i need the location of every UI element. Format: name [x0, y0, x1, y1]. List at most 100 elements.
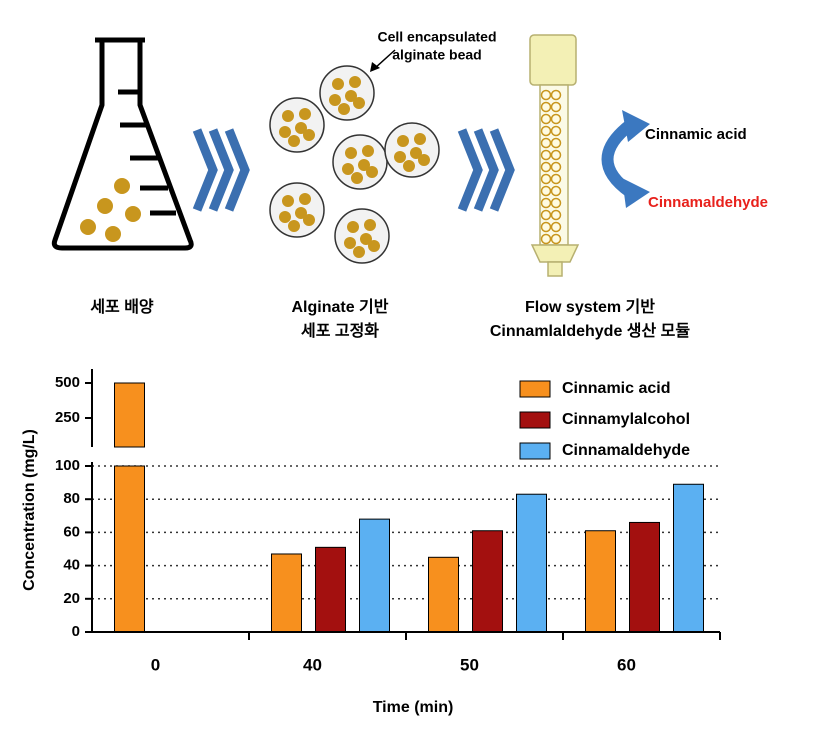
- pointer-head: [370, 62, 380, 72]
- cell: [418, 154, 430, 166]
- column-bead: [550, 221, 562, 233]
- beads: [269, 65, 440, 264]
- flask: [51, 37, 194, 251]
- cell: [342, 163, 354, 175]
- cell: [353, 97, 365, 109]
- column-bead: [550, 149, 562, 161]
- x-tick-label: 60: [617, 655, 636, 674]
- cell: [410, 147, 422, 159]
- input-label: Cinnamic acid: [645, 126, 747, 143]
- column-bead: [540, 209, 552, 221]
- chevrons: [192, 128, 250, 212]
- y-tick-label: 100: [55, 457, 80, 474]
- cell: [397, 135, 409, 147]
- x-tick-label: 50: [460, 655, 479, 674]
- column-bead: [550, 233, 562, 245]
- x-tick-label: 40: [303, 655, 322, 674]
- bar: [114, 465, 145, 633]
- bar-chart: 0 20 40 60 80 100 250 500 0 40 50 60 Concentration (…: [21, 369, 721, 716]
- cell: [345, 90, 357, 102]
- cell: [364, 219, 376, 231]
- column-bead: [540, 137, 552, 149]
- cell: [358, 159, 370, 171]
- column-bead: [540, 161, 552, 173]
- bead-label: Cell encapsulated: [377, 29, 496, 45]
- column-bead: [540, 173, 552, 185]
- cell: [351, 172, 363, 184]
- step-label: 세포 고정화: [301, 321, 379, 340]
- x-axis-title: Time (min): [373, 699, 454, 716]
- column-bead: [540, 233, 552, 245]
- cell: [344, 237, 356, 249]
- column-bead: [550, 197, 562, 209]
- y-axis-title: Concentration (mg/L): [21, 429, 38, 591]
- y-tick-label: 60: [63, 523, 80, 540]
- cell: [279, 126, 291, 138]
- cycle-arrow: [601, 120, 634, 197]
- column-bead: [550, 137, 562, 149]
- cell: [282, 110, 294, 122]
- column-bead: [550, 173, 562, 185]
- cell: [368, 240, 380, 252]
- column-bead: [550, 125, 562, 137]
- legend-label: Cinnamic acid: [562, 380, 670, 397]
- bar: [271, 553, 302, 633]
- cell: [332, 78, 344, 90]
- step-label: Cinnamlaldehyde 생산 모듈: [490, 322, 691, 340]
- bead-label: alginate bead: [392, 47, 481, 63]
- column-beads: [540, 89, 562, 245]
- cell: [403, 160, 415, 172]
- column-bead: [550, 113, 562, 125]
- flask-marks: [118, 89, 176, 216]
- y-tick-label: 40: [63, 557, 80, 574]
- cell: [282, 195, 294, 207]
- y-tick-label: 500: [55, 374, 80, 391]
- column-bead: [550, 209, 562, 221]
- pointer: [374, 49, 396, 69]
- cell: [299, 193, 311, 205]
- column-bead: [550, 101, 562, 113]
- y-tick-label: 0: [72, 623, 80, 640]
- cell: [394, 151, 406, 163]
- step-label: Flow system 기반: [525, 298, 655, 316]
- bar: [516, 493, 547, 633]
- cell: [414, 133, 426, 145]
- bar: [359, 518, 390, 633]
- column-bead: [540, 185, 552, 197]
- step-label: 세포 배양: [90, 298, 154, 316]
- cell: [279, 211, 291, 223]
- cell: [349, 76, 361, 88]
- cell: [360, 233, 372, 245]
- column-bead: [540, 197, 552, 209]
- cell: [303, 214, 315, 226]
- y-tick-label: 80: [63, 490, 80, 507]
- bar: [472, 530, 503, 633]
- cell: [288, 220, 300, 232]
- cycle-arrow-head: [622, 110, 650, 208]
- column-bead: [550, 89, 562, 101]
- cell: [338, 103, 350, 115]
- legend-label: Cinnamylalcohol: [562, 411, 690, 428]
- column-bead: [540, 89, 552, 101]
- cell: [345, 147, 357, 159]
- bar: [315, 546, 346, 633]
- cell: [353, 246, 365, 258]
- flask-outline: [51, 37, 194, 251]
- cell: [295, 207, 307, 219]
- bar-upper: [114, 382, 145, 448]
- cell: [303, 129, 315, 141]
- step-label: Alginate 기반: [291, 298, 388, 316]
- bar: [629, 521, 660, 633]
- bar: [428, 556, 459, 633]
- column-bead: [540, 113, 552, 125]
- cell: [329, 94, 341, 106]
- bar: [673, 483, 704, 633]
- cell: [366, 166, 378, 178]
- cell: [295, 122, 307, 134]
- column-bead: [550, 161, 562, 173]
- legend-label: Cinnamaldehyde: [562, 442, 690, 459]
- y-tick-label: 20: [63, 590, 80, 607]
- output-label: Cinnamaldehyde: [648, 194, 768, 211]
- column-bead: [540, 125, 552, 137]
